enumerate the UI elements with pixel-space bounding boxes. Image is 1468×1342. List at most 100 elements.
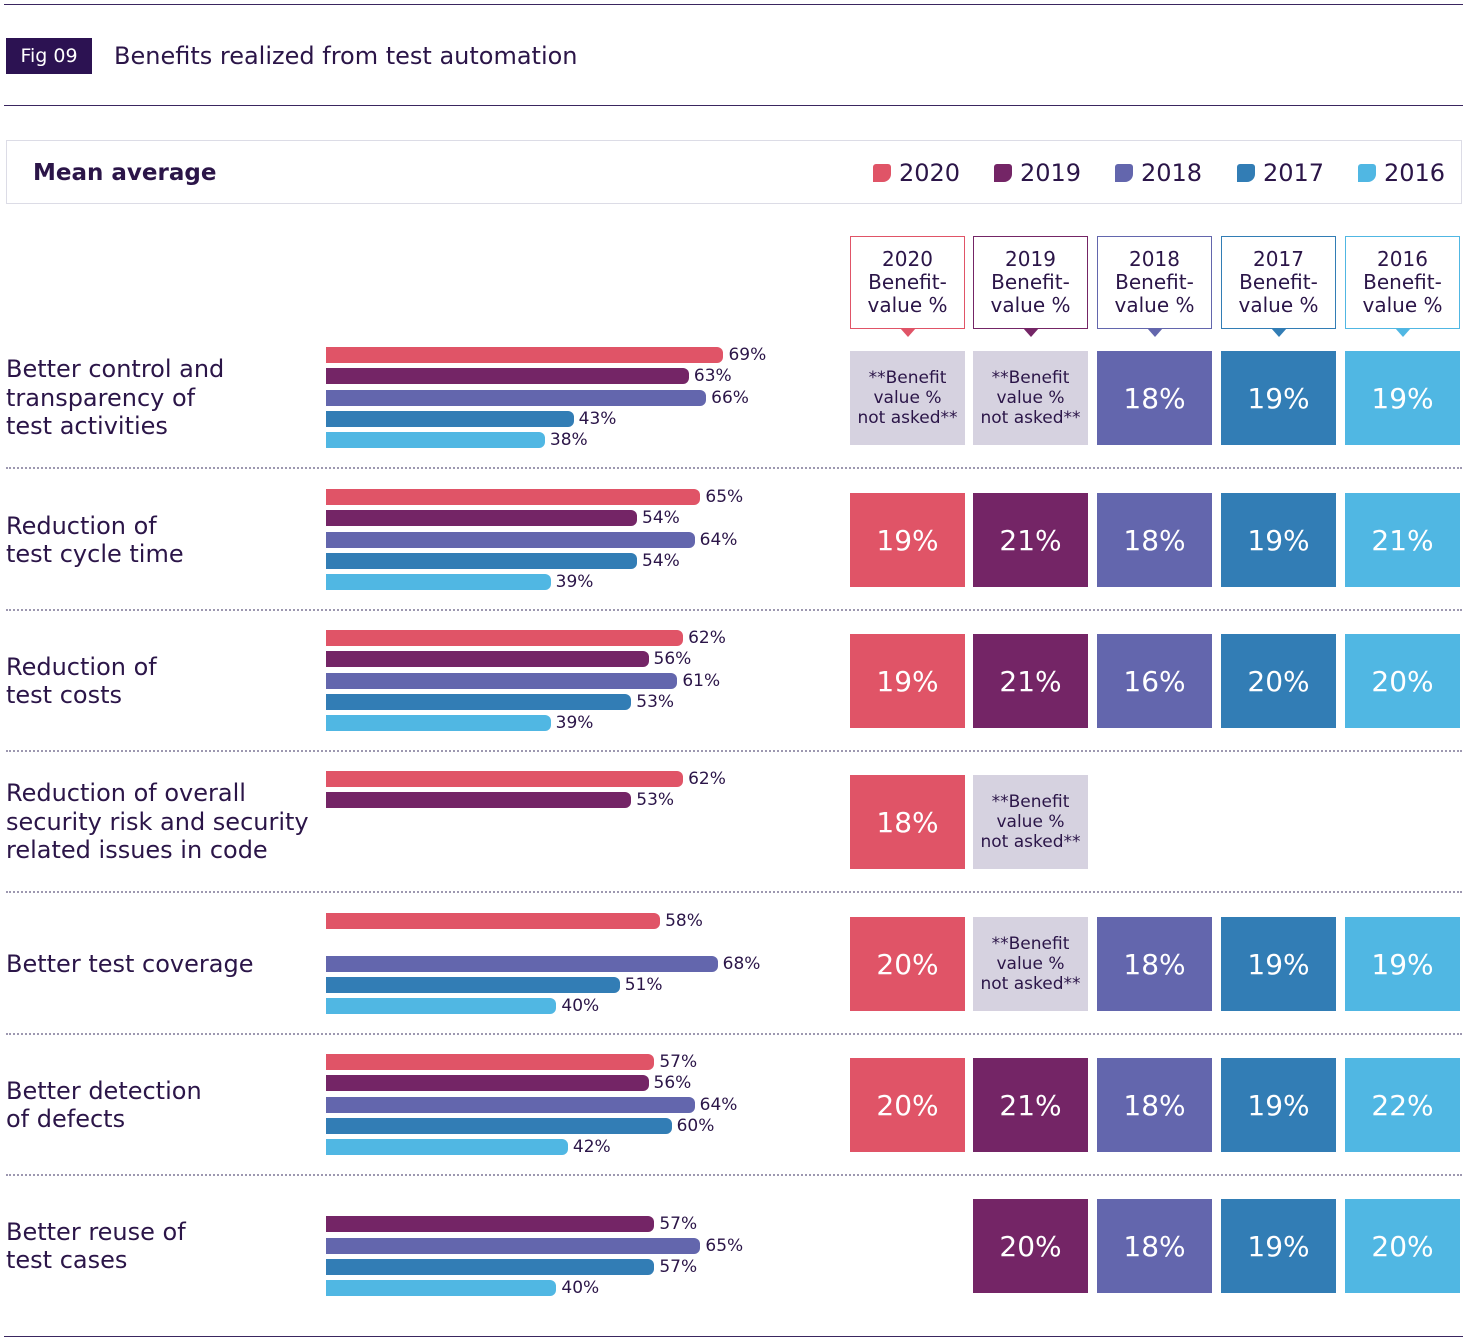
benefit-header-arrow-2017 (1270, 328, 1287, 337)
bar-label-reduction-of-test-cycle-time-2019: 54% (642, 508, 680, 529)
top-rule (4, 4, 1463, 5)
benefit-cell-better-test-coverage-2017: 19% (1221, 917, 1336, 1011)
bar-better-reuse-of-test-cases-2017 (326, 1258, 655, 1275)
bar-label-reduction-of-test-cycle-time-2017: 54% (642, 550, 680, 571)
benefit-cell-better-detection-of-defects-2017: 19% (1221, 1058, 1336, 1152)
bar-better-detection-of-defects-2020 (326, 1054, 655, 1070)
benefit-header-text-2019: 2019 Benefit- value % (990, 247, 1071, 317)
legend-swatch-2018 (1115, 164, 1133, 182)
benefit-cell-reduction-of-overall-security-risk-and-security-related-issues-in-code-2020: 18% (850, 775, 965, 869)
legend: Mean average 2020 2019 2018 2017 2016 (6, 140, 1462, 204)
figure-title: Benefits realized from test automation (114, 42, 578, 70)
benefit-cell-better-control-and-transparency-of-test-activities-2017: 19% (1221, 351, 1336, 445)
legend-swatch-2017 (1237, 164, 1255, 182)
bar-label-better-reuse-of-test-cases-2018: 65% (705, 1235, 744, 1256)
benefit-cell-reduction-of-test-costs-2020: 19% (850, 634, 965, 728)
bar-reduction-of-test-cycle-time-2018 (326, 531, 695, 548)
benefit-cell-better-reuse-of-test-cases-2016: 20% (1345, 1199, 1460, 1293)
benefit-cell-reduction-of-test-cycle-time-2018: 18% (1097, 493, 1212, 587)
bar-label-better-detection-of-defects-2018: 64% (699, 1094, 738, 1115)
bar-label-reduction-of-test-costs-2020: 62% (688, 628, 726, 648)
bar-reduction-of-test-costs-2017 (326, 693, 632, 710)
bar-label-reduction-of-test-costs-2016: 39% (555, 713, 594, 733)
benefit-cell-reduction-of-test-cycle-time-2016: 21% (1345, 493, 1460, 587)
benefit-cell-reduction-of-test-costs-2017: 20% (1221, 634, 1336, 728)
benefit-cell-better-test-coverage-2019: **Benefit value % not asked** (973, 917, 1088, 1011)
bar-better-detection-of-defects-2017 (326, 1117, 672, 1134)
benefit-cell-reduction-of-test-cycle-time-2017: 19% (1221, 493, 1336, 587)
row-separator (6, 467, 1462, 469)
benefit-cell-reduction-of-test-costs-2018: 16% (1097, 634, 1212, 728)
legend-item-2018: 2018 (1115, 157, 1202, 189)
benefit-header-text-2017: 2017 Benefit- value % (1238, 247, 1319, 317)
category-label-reduction-of-test-cycle-time: Reduction of test cycle time (6, 511, 184, 569)
legend-year-2020: 2020 (899, 159, 961, 187)
bar-better-detection-of-defects-2016 (326, 1139, 568, 1155)
legend-label: Mean average (33, 160, 217, 186)
bar-label-better-test-coverage-2017: 51% (624, 974, 663, 995)
bar-better-control-and-transparency-of-test-activities-2018 (326, 389, 707, 406)
row-separator (6, 609, 1462, 611)
title-rule (4, 105, 1463, 106)
row-separator (6, 1174, 1462, 1176)
bar-label-better-reuse-of-test-cases-2016: 40% (561, 1278, 600, 1298)
benefit-cell-better-detection-of-defects-2016: 22% (1345, 1058, 1460, 1152)
bar-label-reduction-of-test-costs-2017: 53% (636, 691, 675, 712)
row-separator (6, 891, 1462, 893)
bar-label-reduction-of-overall-security-risk-and-security-related-issues-in-code-2020: 62% (688, 769, 726, 789)
benefit-cell-reduction-of-overall-security-risk-and-security-related-issues-in-code-2019: **Benefit value % not asked** (973, 775, 1088, 869)
legend-swatch-2016 (1358, 164, 1376, 182)
bar-label-better-test-coverage-2020: 58% (665, 911, 703, 931)
benefit-header-2020: 2020 Benefit- value % (850, 236, 965, 337)
bar-better-detection-of-defects-2018 (326, 1096, 695, 1113)
benefit-cell-better-test-coverage-2016: 19% (1345, 917, 1460, 1011)
category-label-reduction-of-overall-security-risk-and-security-related-issues-in-code: Reduction of overall security risk and s… (6, 779, 309, 865)
bar-label-better-control-and-transparency-of-test-activities-2018: 66% (711, 387, 749, 408)
bar-label-better-reuse-of-test-cases-2017: 57% (659, 1256, 698, 1277)
benefit-header-2019: 2019 Benefit- value % (973, 236, 1088, 337)
benefit-cell-better-control-and-transparency-of-test-activities-2019: **Benefit value % not asked** (973, 351, 1088, 445)
bar-reduction-of-overall-security-risk-and-security-related-issues-in-code-2019 (326, 792, 632, 809)
legend-swatch-2019 (994, 164, 1012, 182)
bar-label-reduction-of-test-cycle-time-2020: 65% (705, 487, 744, 507)
bar-label-better-detection-of-defects-2019: 56% (653, 1073, 692, 1094)
legend-year-2018: 2018 (1141, 159, 1203, 187)
legend-year-2019: 2019 (1020, 159, 1082, 187)
category-label-better-reuse-of-test-cases: Better reuse of test cases (6, 1217, 186, 1275)
bar-reduction-of-test-cycle-time-2017 (326, 552, 638, 569)
benefit-header-text-2018: 2018 Benefit- value % (1114, 247, 1195, 317)
bar-label-better-control-and-transparency-of-test-activities-2017: 43% (578, 408, 617, 429)
bar-reduction-of-test-costs-2016 (326, 715, 551, 731)
bar-better-detection-of-defects-2019 (326, 1075, 649, 1092)
legend-item-2016: 2016 (1358, 157, 1445, 189)
bar-label-reduction-of-test-costs-2019: 56% (653, 649, 692, 670)
category-label-better-detection-of-defects: Better detection of defects (6, 1076, 202, 1134)
benefit-header-arrow-2020 (899, 328, 916, 337)
benefit-header-arrow-2016 (1394, 328, 1411, 337)
benefit-cell-better-test-coverage-2020: 20% (850, 917, 965, 1011)
bar-label-better-test-coverage-2018: 68% (722, 953, 761, 974)
bar-better-test-coverage-2018 (326, 955, 718, 972)
bar-label-better-control-and-transparency-of-test-activities-2020: 69% (728, 345, 767, 365)
legend-item-2020: 2020 (873, 157, 960, 189)
bar-better-control-and-transparency-of-test-activities-2016 (326, 432, 545, 448)
figure-tag: Fig 09 (6, 38, 92, 74)
bottom-rule (4, 1336, 1463, 1337)
bar-label-better-control-and-transparency-of-test-activities-2019: 63% (693, 366, 732, 387)
category-label-reduction-of-test-costs: Reduction of test costs (6, 652, 157, 710)
bar-better-control-and-transparency-of-test-activities-2020 (326, 347, 724, 363)
legend-year-2016: 2016 (1384, 159, 1446, 187)
bar-reduction-of-test-cycle-time-2016 (326, 574, 551, 590)
bar-label-better-detection-of-defects-2016: 42% (572, 1137, 611, 1157)
bar-better-test-coverage-2017 (326, 976, 620, 993)
benefit-header-arrow-2019 (1022, 328, 1039, 337)
benefit-header-arrow-2018 (1146, 328, 1163, 337)
benefit-cell-better-detection-of-defects-2019: 21% (973, 1058, 1088, 1152)
legend-item-2019: 2019 (994, 157, 1081, 189)
bar-reduction-of-test-costs-2018 (326, 672, 678, 689)
legend-swatch-2020 (873, 164, 891, 182)
bar-label-better-reuse-of-test-cases-2019: 57% (659, 1214, 698, 1235)
benefit-cell-better-reuse-of-test-cases-2019: 20% (973, 1199, 1088, 1293)
benefit-header-2016: 2016 Benefit- value % (1345, 236, 1460, 337)
bar-label-better-control-and-transparency-of-test-activities-2016: 38% (549, 430, 588, 450)
